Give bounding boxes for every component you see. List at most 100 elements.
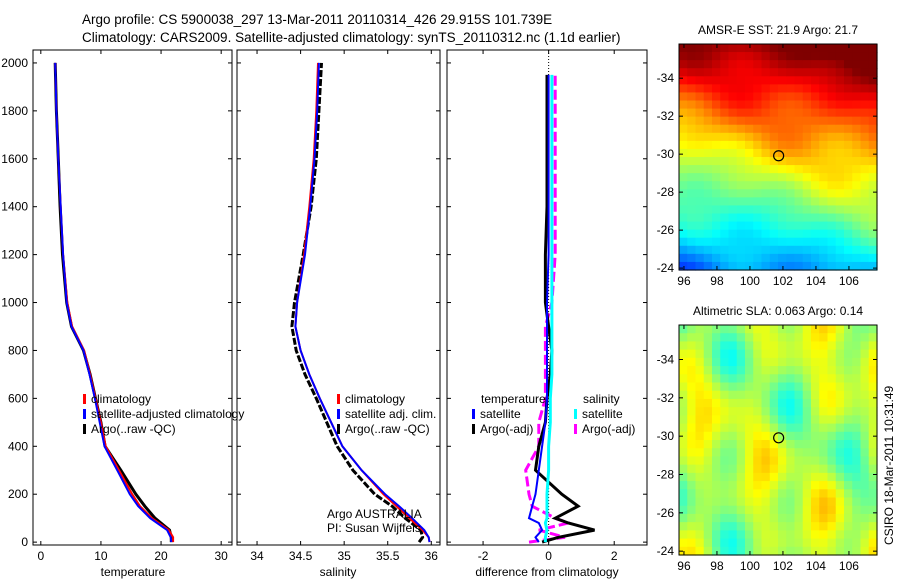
map-cell — [703, 333, 713, 343]
map-cell — [794, 197, 804, 207]
map-cell — [852, 44, 862, 53]
map-cell — [687, 60, 697, 69]
map-cell — [736, 245, 746, 255]
map-cell — [794, 124, 804, 134]
map-cell — [753, 148, 763, 158]
map-cell — [712, 464, 721, 474]
map-cell — [802, 464, 812, 474]
map-cell — [819, 497, 829, 507]
map-cell — [679, 407, 688, 416]
map-cell — [769, 481, 779, 490]
map-cell — [695, 132, 705, 142]
map-cell — [827, 261, 837, 271]
map-cell — [687, 505, 697, 515]
map-cell — [712, 60, 721, 69]
map-cell — [761, 423, 771, 433]
map-cell — [827, 189, 837, 198]
map-cell — [827, 333, 837, 343]
map-cell — [802, 325, 812, 334]
map-cell — [819, 513, 829, 523]
map-cell — [703, 505, 713, 515]
map-cell — [844, 530, 853, 540]
map-cell — [745, 205, 754, 215]
map-cell — [728, 76, 738, 85]
map-cell — [778, 116, 787, 126]
map-cell — [695, 229, 705, 239]
map-cell — [802, 390, 812, 400]
map-cell — [852, 546, 862, 556]
map-cell — [794, 530, 804, 540]
map-cell — [687, 431, 697, 441]
map-cell — [786, 472, 796, 482]
map-cell — [679, 108, 688, 118]
map-cell — [720, 448, 730, 458]
map-cell — [852, 431, 862, 441]
map-cell — [712, 366, 721, 375]
map-cell — [703, 237, 713, 247]
map-cell — [745, 390, 754, 400]
map-cell — [736, 205, 746, 215]
map-cell — [811, 181, 820, 190]
map-cell — [720, 189, 730, 198]
map-cell — [703, 124, 713, 134]
map-cell — [827, 44, 837, 53]
map-cell — [811, 382, 820, 392]
map-cell — [769, 374, 779, 384]
map-cell — [703, 148, 713, 158]
map-cell — [827, 52, 837, 61]
map-cell — [852, 513, 862, 523]
map-cell — [827, 68, 837, 77]
map-cell — [786, 497, 796, 507]
map-cell — [802, 52, 812, 61]
map-cell — [761, 481, 771, 490]
map-cell — [736, 415, 746, 425]
map-cell — [712, 157, 721, 166]
map-cell — [679, 76, 688, 85]
map-cell — [769, 505, 779, 515]
map-cell — [769, 423, 779, 433]
map-cell — [811, 140, 820, 150]
map-cell — [736, 538, 746, 548]
map-cell — [761, 349, 771, 359]
map-cell — [769, 456, 779, 466]
map-cell — [745, 357, 754, 367]
map-cell — [753, 140, 763, 150]
map-cell — [844, 132, 853, 142]
map-cell — [703, 60, 713, 69]
map-cell — [761, 197, 771, 207]
map-cell — [827, 472, 837, 482]
map-cell — [794, 407, 804, 416]
map-cell — [802, 157, 812, 166]
map-cell — [835, 92, 845, 102]
map-cell — [819, 148, 829, 158]
map-cell — [802, 374, 812, 384]
map-cell — [819, 189, 829, 198]
map-cell — [802, 197, 812, 207]
map-cell — [679, 464, 688, 474]
map-cell — [761, 108, 771, 118]
map-cell — [761, 497, 771, 507]
x-tick-label: 98 — [710, 274, 724, 288]
map-cell — [835, 497, 845, 507]
map-cell — [728, 538, 738, 548]
map-cell — [819, 68, 829, 77]
axes-frame-4 — [678, 324, 878, 556]
map-cell — [753, 390, 763, 400]
map-cell — [811, 538, 820, 548]
map-cell — [778, 464, 787, 474]
map-cell — [778, 349, 787, 359]
map-cell — [728, 140, 738, 150]
map-cell — [835, 423, 845, 433]
map-cell — [794, 349, 804, 359]
map-cell — [695, 522, 705, 531]
map-cell — [819, 100, 829, 110]
map-cell — [835, 415, 845, 425]
map-cell — [703, 157, 713, 166]
map-cell — [835, 100, 845, 110]
map-cell — [761, 464, 771, 474]
map-cell — [761, 229, 771, 239]
map-cell — [811, 205, 820, 215]
map-cell — [811, 481, 820, 490]
map-cell — [728, 472, 738, 482]
map-cell — [703, 398, 713, 408]
